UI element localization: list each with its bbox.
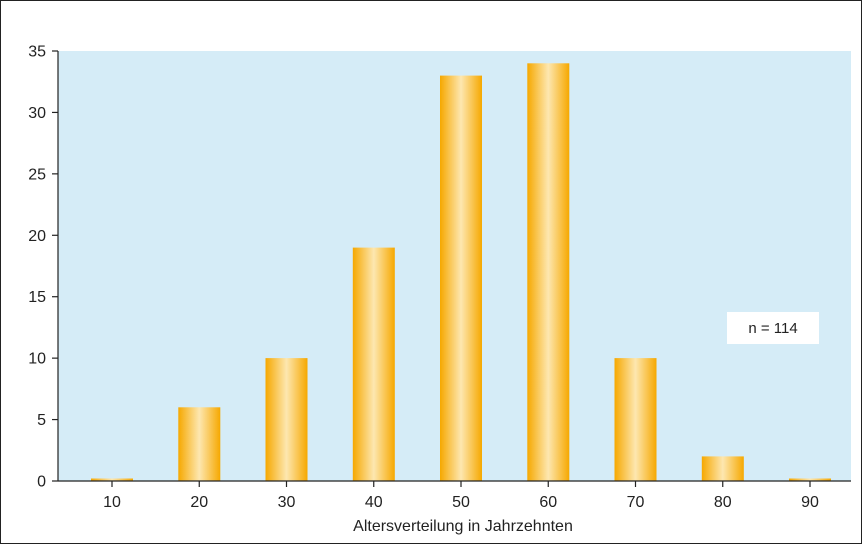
y-tick-label-0: 0 (37, 474, 46, 491)
x-tick-label-30: 30 (278, 494, 296, 511)
x-tick-label-10: 10 (103, 494, 121, 511)
bar-40 (352, 247, 395, 481)
bar-80 (701, 456, 744, 481)
bar-60 (527, 63, 570, 482)
y-tick-label-15: 15 (28, 289, 46, 306)
bar-30 (265, 358, 308, 481)
x-tick-label-20: 20 (190, 494, 208, 511)
y-tick-label-25: 25 (28, 166, 46, 183)
x-tick-label-80: 80 (714, 494, 732, 511)
y-tick-label-20: 20 (28, 228, 46, 245)
x-tick-label-50: 50 (452, 494, 470, 511)
bar-10 (91, 478, 133, 481)
x-tick-label-40: 40 (365, 494, 383, 511)
annotation-text: n = 114 (748, 320, 797, 337)
annotation-box (727, 312, 819, 344)
bar-50 (440, 75, 482, 481)
y-tick-label-10: 10 (28, 351, 46, 368)
y-tick-label-5: 5 (37, 412, 46, 429)
x-tick-label-70: 70 (627, 494, 645, 511)
x-tick-label-60: 60 (539, 494, 557, 511)
sample-size-annotation: n = 114 (727, 312, 819, 344)
y-tick-label-35: 35 (28, 44, 46, 61)
bar-70 (614, 358, 657, 481)
x-tick-label-90: 90 (801, 494, 819, 511)
bar-90 (789, 478, 831, 481)
y-tick-label-30: 30 (28, 105, 46, 122)
x-axis-title: Altersverteilung in Jahrzehnten (353, 518, 573, 535)
bar-20 (178, 407, 221, 481)
